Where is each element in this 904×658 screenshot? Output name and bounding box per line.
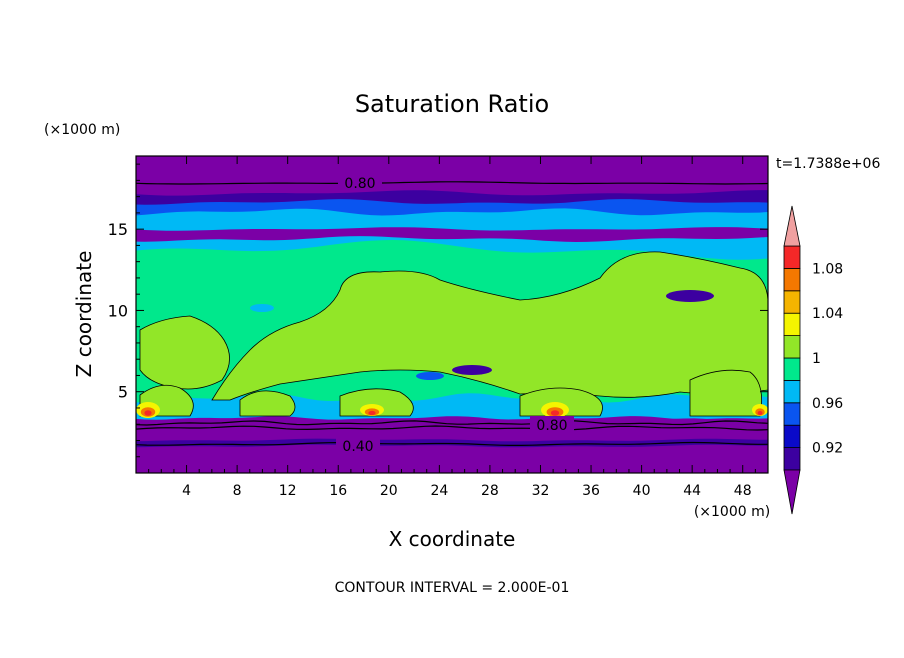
y-tick-label: 15	[108, 220, 128, 239]
colorbar-label: 1.04	[812, 306, 843, 322]
time-label: t=1.7388e+06	[776, 156, 880, 172]
moist-pocket-left	[250, 304, 274, 312]
y-axis: 5 10 15	[108, 163, 768, 458]
colorbar-segment	[783, 312, 801, 337]
x-axis-label: X coordinate	[389, 527, 516, 551]
x-tick-label: 32	[532, 483, 550, 499]
hotspot-2-red	[550, 410, 560, 416]
x-tick-label: 12	[279, 483, 297, 499]
band-bl-purple	[136, 418, 768, 473]
colorbar-segment	[783, 402, 801, 426]
band-low-cyan	[136, 393, 768, 420]
contour-label: 0.80	[536, 418, 567, 434]
hotspot-4-red	[757, 410, 763, 416]
x-tick-label: 16	[329, 483, 347, 499]
x-tick-label: 20	[380, 483, 398, 499]
colorbar-label: 1	[812, 351, 821, 367]
cloud-center-low	[339, 388, 414, 417]
colorbar-bottom-triangle	[783, 469, 801, 515]
colorbar-label: 0.92	[812, 441, 843, 457]
y-tick-label: 5	[118, 383, 128, 402]
x-tick-label: 28	[481, 483, 499, 499]
contour-interval-note: CONTOUR INTERVAL = 2.000E-01	[335, 580, 570, 596]
cloud-main	[211, 251, 768, 401]
cloud-far-right-low	[689, 369, 763, 417]
colorbar-segment	[783, 357, 801, 381]
x-tick-label: 4	[182, 483, 191, 499]
contour-line-upper	[136, 181, 768, 185]
x-tick-label: 44	[683, 483, 701, 499]
contour-label-bg	[338, 174, 382, 191]
chart-title: Saturation Ratio	[355, 90, 549, 118]
colorbar-segment	[783, 447, 801, 471]
x-tick-label: 8	[233, 483, 242, 499]
colorbar	[783, 205, 801, 515]
contour-label-bg	[530, 416, 574, 433]
cloud-right-low	[519, 387, 603, 417]
contour-line-bottom	[136, 441, 768, 446]
colorbar-labels: 1.08 1.04 1 0.96 0.92	[812, 261, 843, 456]
cloud-mid-low	[239, 390, 296, 417]
band-purple-stripe	[136, 227, 768, 242]
y-tick-label: 10	[108, 301, 128, 320]
colorbar-segment	[783, 424, 801, 449]
colorbar-segment	[783, 290, 801, 314]
hotspot-3-red	[368, 410, 376, 416]
colorbar-label: 1.08	[812, 261, 843, 277]
x-unit-label: (×1000 m)	[694, 504, 770, 520]
y-axis-label: Z coordinate	[72, 251, 96, 378]
x-tick-label: 36	[582, 483, 600, 499]
contour-line-lower-a	[136, 420, 768, 426]
contour-label: 0.80	[344, 176, 375, 192]
colorbar-segment	[783, 245, 801, 269]
x-axis: 4 8 12 16 20 24 28 32 36 40 44 48	[148, 156, 756, 499]
colorbar-segment	[783, 379, 801, 404]
dry-pocket-center	[452, 365, 492, 375]
y-unit-label: (×1000 m)	[44, 122, 120, 138]
x-tick-label: 48	[734, 483, 752, 499]
contour-field	[136, 156, 768, 473]
contour-label: 0.40	[342, 439, 373, 455]
contour-label-bg	[336, 437, 380, 454]
dry-pocket-center-2	[416, 372, 444, 380]
x-tick-label: 24	[430, 483, 448, 499]
contour-line-lower-b	[136, 425, 768, 431]
dry-pocket-right	[666, 290, 714, 302]
colorbar-segment	[783, 267, 801, 292]
colorbar-segment	[783, 335, 801, 359]
colorbar-label: 0.96	[812, 396, 843, 412]
x-tick-label: 40	[633, 483, 651, 499]
hotspot-1-red	[144, 410, 152, 416]
colorbar-top-triangle	[783, 205, 801, 247]
